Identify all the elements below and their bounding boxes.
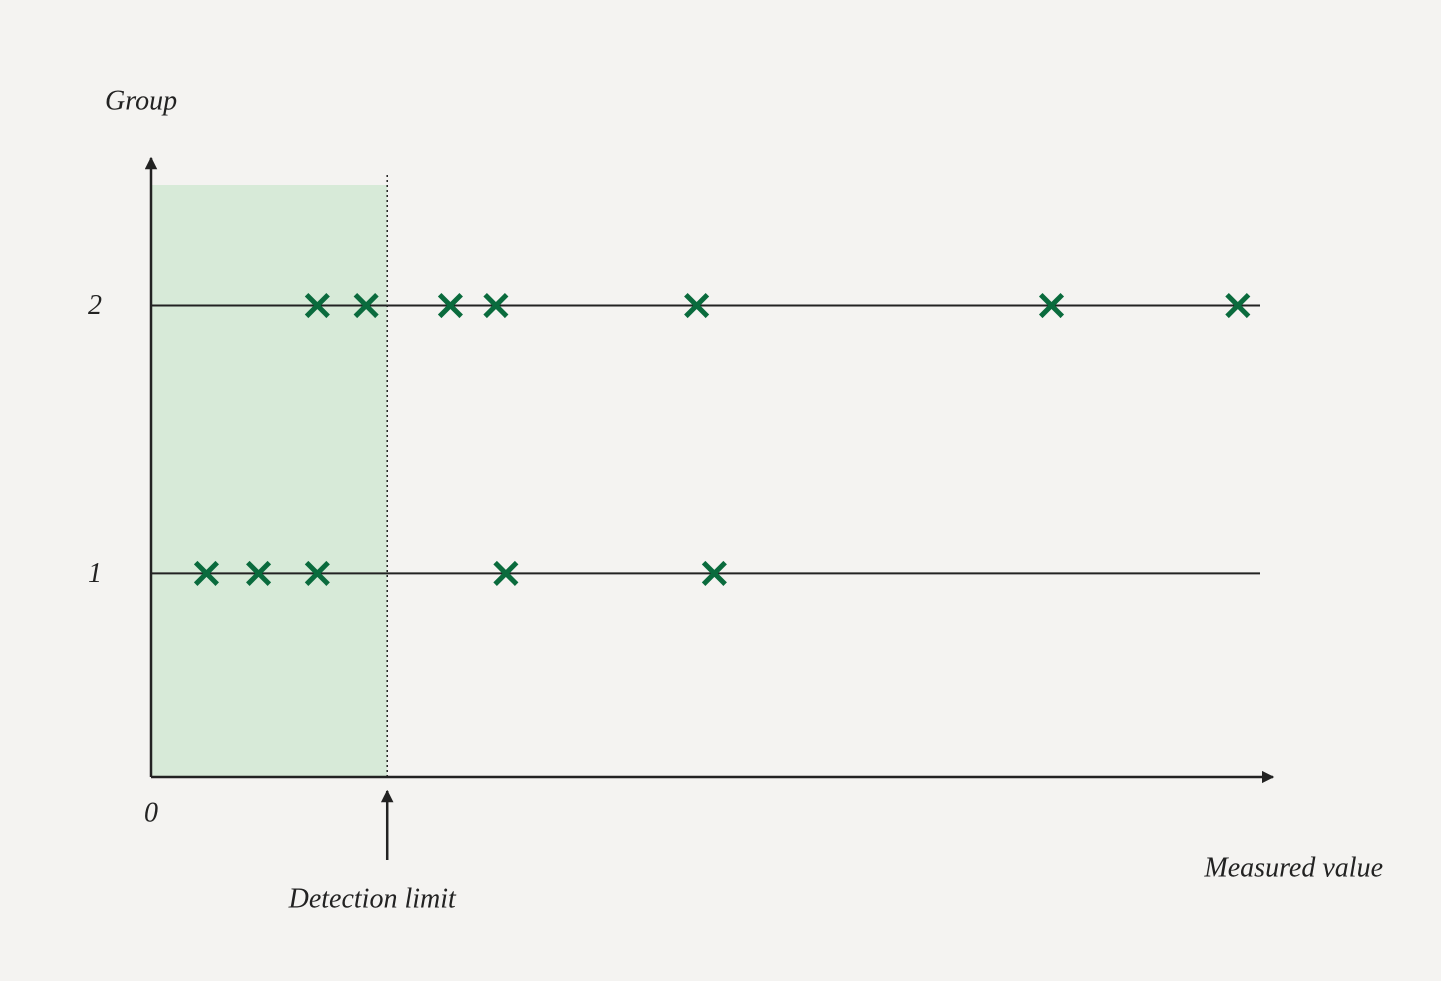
point (304, 293, 330, 319)
shade-layer: Detection limit (151, 175, 457, 914)
grid-layer: 1 2 0 (88, 290, 1260, 828)
x-axis-label: Measured value (1203, 852, 1383, 883)
y-tick-label: 2 (88, 290, 102, 321)
point (684, 293, 710, 319)
point (1038, 293, 1065, 319)
point (304, 560, 330, 586)
below-limit-region (151, 185, 388, 777)
point (701, 560, 727, 586)
mark-layer (193, 293, 1251, 586)
detection-limit-label: Detection limit (288, 883, 457, 914)
point (353, 293, 379, 319)
point (246, 560, 272, 586)
x-tick-label: 0 (144, 797, 158, 828)
point (483, 293, 509, 319)
point (1225, 293, 1251, 319)
y-tick-label: 1 (88, 558, 102, 589)
point (493, 560, 519, 586)
y-axis-label: Group (105, 85, 177, 116)
point (437, 293, 463, 319)
point (193, 560, 219, 586)
